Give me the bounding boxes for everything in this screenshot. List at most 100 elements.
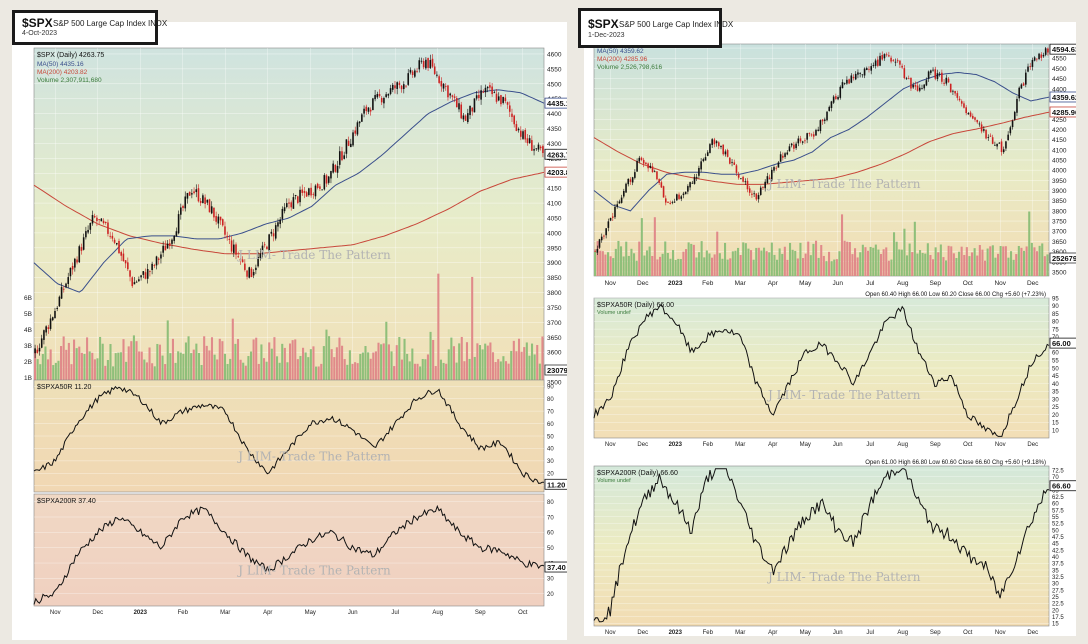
L-candle-body	[440, 81, 443, 87]
L-sub2-x-tick: Nov	[50, 610, 61, 616]
R-candle-body	[985, 129, 987, 139]
L-candle-body	[508, 105, 511, 112]
R-candle-body	[978, 123, 981, 125]
L-volume-bar	[421, 358, 424, 388]
L-volume-bar	[489, 342, 492, 388]
L-candle-body	[500, 95, 502, 105]
L-candle-body	[263, 244, 266, 246]
L-volume-bar	[190, 353, 193, 388]
R-volume-bar	[708, 253, 711, 276]
L-candle-body	[74, 258, 76, 268]
R-candle-body	[854, 73, 857, 80]
L-candle-body	[113, 239, 116, 243]
R-tag-volume-box	[1049, 252, 1076, 264]
R-candle-body	[857, 72, 859, 75]
R-candle-body	[991, 137, 994, 144]
L-volume-bar	[169, 353, 172, 388]
R-volume-bar	[952, 253, 955, 276]
L-candle-body	[36, 349, 39, 353]
R-candle-body	[806, 133, 808, 140]
R-candle-body	[1005, 141, 1007, 149]
R-sub2-tag-last-box	[1049, 480, 1076, 492]
L-candle-body	[199, 200, 202, 203]
R-candle-body	[779, 154, 782, 162]
R-volume-bar	[903, 228, 906, 276]
L-volume-bar	[335, 347, 338, 388]
L-volume-bar	[476, 343, 479, 388]
L-candle-body	[347, 140, 350, 146]
R-sub2-y-tick: 42.5	[1052, 548, 1064, 554]
L-candle-body	[98, 219, 100, 220]
L-candle-body	[51, 317, 54, 321]
R-candle-body	[969, 112, 972, 117]
R-sub1-y-tick: 55	[1052, 359, 1059, 365]
R-sub1-y-tick: 20	[1052, 413, 1059, 419]
L-candle-body	[146, 269, 149, 279]
R-volume-bar	[1015, 254, 1018, 276]
L-sub2-x-tick: Dec	[92, 610, 103, 616]
R-sub1-y-tick: 15	[1052, 421, 1059, 427]
L-candle-body	[407, 73, 410, 85]
R-candle-body	[1002, 149, 1005, 153]
R-candle-body	[616, 204, 618, 207]
L-candle-body	[82, 237, 85, 250]
L-volume-bar	[460, 336, 463, 388]
R-candle-body	[762, 187, 764, 188]
R-volume-bar	[677, 258, 680, 276]
L-candle-body	[526, 138, 529, 144]
L-candle-body	[285, 203, 288, 208]
R-candle-body	[852, 76, 855, 79]
R-candle-body	[1036, 58, 1038, 60]
R-sub1-y-tick: 30	[1052, 397, 1059, 403]
R-candle-body	[755, 193, 758, 200]
L-volume-bar	[439, 359, 442, 388]
R-volume-bar	[864, 247, 867, 276]
L-volume-bar	[291, 340, 294, 388]
L-volume-bar	[437, 273, 440, 388]
L-volume-bar	[278, 362, 281, 388]
R-x-tick: Oct	[963, 280, 973, 287]
R-sub1-y-tick: 95	[1052, 296, 1059, 302]
R-y-tick: 4250	[1052, 117, 1067, 124]
L-volume-bar	[177, 351, 180, 388]
left-title-date: 4-Oct-2023	[22, 30, 58, 37]
R-volume-bar	[830, 261, 833, 276]
R-candle-body	[894, 61, 897, 63]
R-sub2-x-tick: Dec	[1027, 630, 1038, 636]
R-volume-bar	[1012, 259, 1015, 276]
R-volume-bar	[945, 260, 948, 276]
R-candle-body	[671, 201, 674, 203]
R-volume-bar	[1038, 245, 1041, 276]
L-y-tick: 4350	[547, 126, 562, 133]
R-y-tick: 4200	[1052, 127, 1067, 134]
L-volume-bar	[210, 337, 214, 388]
L-candle-body	[195, 189, 198, 193]
R-volume-bar	[960, 246, 963, 276]
L-candle-body	[403, 84, 405, 90]
L-volume-tick: 5B	[24, 311, 32, 318]
R-sub1-y-tick: 45	[1052, 374, 1059, 380]
R-x-tick: May	[799, 280, 812, 287]
R-volume-bar	[695, 257, 698, 276]
L-volume-bar	[171, 338, 174, 388]
R-volume-bar	[1020, 247, 1023, 276]
L-volume-bar	[442, 362, 445, 388]
L-candle-body	[76, 259, 78, 263]
R-candle-body	[759, 187, 762, 195]
L-candle-body	[215, 216, 217, 222]
L-volume-bar	[432, 339, 435, 388]
L-candle-body	[528, 138, 531, 144]
R-candle-body	[987, 137, 990, 138]
L-sub1-y-tick: 90	[547, 385, 554, 391]
R-candle-body	[907, 78, 910, 80]
L-candle-body	[352, 132, 354, 146]
L-candle-body	[164, 245, 167, 251]
L-volume-bar	[106, 359, 109, 388]
L-candle-body	[416, 70, 418, 72]
R-volume-bar	[851, 254, 854, 276]
L-sub2-x-tick: Apr	[263, 610, 272, 616]
R-sub1-y-tick: 10	[1052, 429, 1059, 435]
R-volume-bar	[770, 242, 773, 276]
R-volume-bar	[919, 250, 922, 276]
L-volume-bar	[387, 344, 390, 388]
